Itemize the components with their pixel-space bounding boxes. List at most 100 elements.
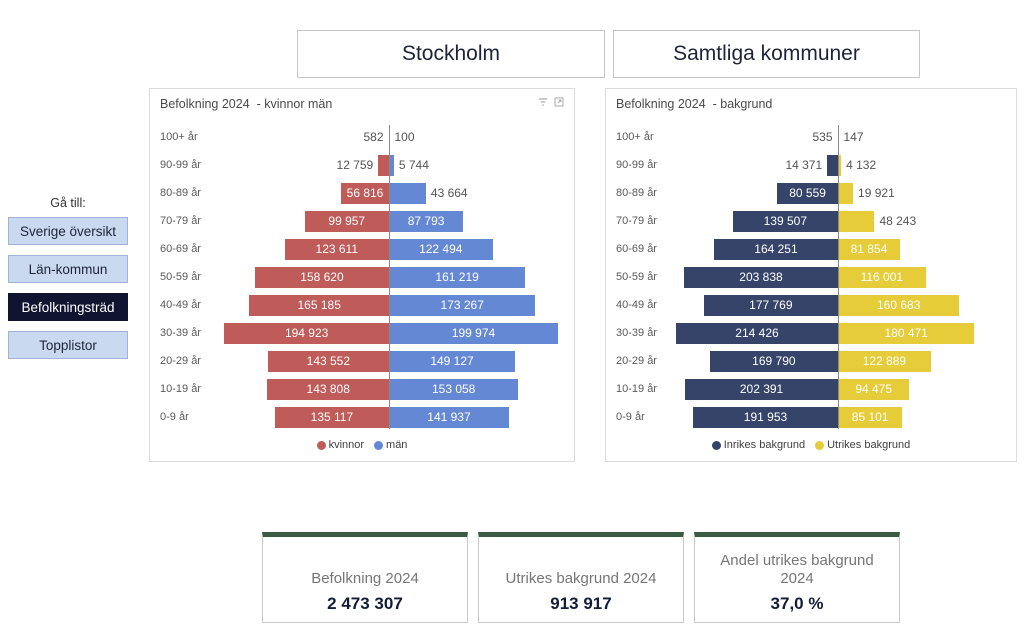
- bar-män[interactable]: 199 974: [389, 322, 558, 344]
- kpi-label: Andel utrikes bakgrund 2024: [720, 551, 874, 588]
- bar-män[interactable]: 87 793: [389, 210, 464, 232]
- nav-button-topplistor[interactable]: Topplistor: [8, 331, 128, 359]
- value-label: 48 243: [879, 214, 917, 228]
- value-label: 139 507: [763, 214, 807, 228]
- nav-label: Gå till:: [50, 196, 86, 210]
- bar-män[interactable]: 122 494: [389, 238, 493, 260]
- bar-inrikes-bakgrund[interactable]: 164 251: [713, 238, 838, 260]
- nav-panel: Gå till: Sverige översikt Län-kommun Bef…: [8, 196, 128, 369]
- population-pyramid-bakgrund: 100+ år 535 147 90-99 år 14 371 4 132 80-89 år…: [616, 123, 1006, 431]
- pyramid-zone-right: 199 974: [389, 319, 564, 347]
- pyramid-zone-left: 143 808: [214, 375, 389, 403]
- chart-legend: kvinnor män: [160, 439, 564, 451]
- age-label: 40-49 år: [160, 299, 201, 311]
- legend-item-utrikes-bakgrund[interactable]: Utrikes bakgrund: [815, 439, 910, 451]
- nav-button-sverige-oversikt[interactable]: Sverige översikt: [8, 217, 128, 245]
- focus-mode-icon[interactable]: [554, 97, 564, 107]
- bar-kvinnor[interactable]: [378, 154, 389, 176]
- bar-kvinnor[interactable]: [388, 126, 389, 148]
- pyramid-zone-left: 139 507: [670, 207, 838, 235]
- pyramid-zone-left: 123 611: [214, 235, 389, 263]
- bar-män[interactable]: 161 219: [389, 266, 526, 288]
- bar-kvinnor[interactable]: 143 808: [267, 378, 389, 400]
- pyramid-zone-right: 43 664: [389, 179, 564, 207]
- bar-kvinnor[interactable]: 123 611: [284, 238, 389, 260]
- value-label: 180 471: [884, 326, 928, 340]
- pyramid-zone-left: 80 559: [670, 179, 838, 207]
- bar-utrikes-bakgrund[interactable]: 180 471: [838, 322, 975, 344]
- nav-button-lan-kommun[interactable]: Län-kommun: [8, 255, 128, 283]
- kpi-value: 913 917: [550, 594, 612, 613]
- pyramid-zone-left: 143 552: [214, 347, 389, 375]
- age-label: 20-29 år: [616, 355, 657, 367]
- bar-utrikes-bakgrund[interactable]: 81 854: [838, 238, 900, 260]
- bar-män[interactable]: 173 267: [389, 294, 536, 316]
- bar-inrikes-bakgrund[interactable]: 214 426: [676, 322, 838, 344]
- pyramid-row: 100+ år 582 100: [160, 123, 564, 151]
- bar-kvinnor[interactable]: 56 816: [340, 182, 389, 204]
- pyramid-zone-right: 4 132: [838, 151, 1006, 179]
- legend-item-män[interactable]: män: [374, 439, 407, 451]
- bar-kvinnor[interactable]: 143 552: [267, 350, 389, 372]
- bar-utrikes-bakgrund[interactable]: [838, 182, 854, 204]
- bar-kvinnor[interactable]: 194 923: [224, 322, 389, 344]
- legend-item-inrikes-bakgrund[interactable]: Inrikes bakgrund: [711, 439, 805, 451]
- bar-män[interactable]: [389, 154, 394, 176]
- value-label: 122 889: [862, 354, 907, 368]
- value-label: 5 744: [398, 158, 429, 172]
- bar-inrikes-bakgrund[interactable]: 191 953: [692, 406, 838, 428]
- nav-button-befolkningstrad[interactable]: Befolkningsträd: [8, 293, 128, 321]
- value-label: 94 475: [855, 382, 893, 396]
- header-button-samtliga-kommuner[interactable]: Samtliga kommuner: [613, 30, 920, 78]
- bar-inrikes-bakgrund[interactable]: 203 838: [684, 266, 838, 288]
- bar-män[interactable]: 141 937: [389, 406, 509, 428]
- legend-dot: [316, 440, 326, 450]
- pyramid-zone-left: 165 185: [214, 291, 389, 319]
- bar-män[interactable]: 149 127: [389, 350, 516, 372]
- header-button-stockholm[interactable]: Stockholm: [297, 30, 605, 78]
- bar-inrikes-bakgrund[interactable]: 80 559: [777, 182, 838, 204]
- bar-kvinnor[interactable]: 158 620: [254, 266, 389, 288]
- value-label: 56 816: [346, 186, 384, 200]
- bar-inrikes-bakgrund[interactable]: 202 391: [685, 378, 838, 400]
- pyramid-zone-left: 191 953: [670, 403, 838, 431]
- age-label: 60-69 år: [616, 243, 657, 255]
- bar-inrikes-bakgrund[interactable]: [827, 154, 838, 176]
- bar-män[interactable]: [389, 182, 426, 204]
- value-label: 80 559: [789, 186, 826, 200]
- bar-utrikes-bakgrund[interactable]: 94 475: [838, 378, 910, 400]
- pyramid-row: 60-69 år 123 611 122 494: [160, 235, 564, 263]
- pyramid-row: 80-89 år 56 816 43 664: [160, 179, 564, 207]
- value-label: 123 611: [315, 242, 359, 256]
- age-label: 20-29 år: [160, 355, 201, 367]
- value-label: 199 974: [451, 326, 496, 340]
- value-label: 85 101: [851, 410, 889, 424]
- legend-dot: [711, 440, 721, 450]
- bar-inrikes-bakgrund[interactable]: [837, 126, 838, 148]
- bar-kvinnor[interactable]: 99 957: [304, 210, 389, 232]
- bar-kvinnor[interactable]: 165 185: [249, 294, 389, 316]
- bar-kvinnor[interactable]: 135 117: [274, 406, 389, 428]
- filter-icon[interactable]: [538, 97, 548, 107]
- pyramid-row: 20-29 år 169 790 122 889: [616, 347, 1006, 375]
- kpi-label: Befolkning 2024: [311, 570, 419, 588]
- bar-inrikes-bakgrund[interactable]: 177 769: [703, 294, 838, 316]
- bar-utrikes-bakgrund[interactable]: [838, 154, 842, 176]
- value-label: 99 957: [328, 214, 366, 228]
- bar-utrikes-bakgrund[interactable]: [838, 210, 875, 232]
- pyramid-row: 50-59 år 158 620 161 219: [160, 263, 564, 291]
- value-label: 116 001: [860, 270, 904, 284]
- chart-title: Befolkning 2024 - bakgrund: [616, 97, 773, 111]
- value-label: 81 854: [850, 242, 888, 256]
- bar-inrikes-bakgrund[interactable]: 169 790: [709, 350, 838, 372]
- bar-utrikes-bakgrund[interactable]: 122 889: [838, 350, 931, 372]
- bar-utrikes-bakgrund[interactable]: 160 683: [838, 294, 960, 316]
- bar-män[interactable]: 153 058: [389, 378, 519, 400]
- value-label: 164 251: [754, 242, 798, 256]
- bar-inrikes-bakgrund[interactable]: 139 507: [732, 210, 838, 232]
- legend-item-kvinnor[interactable]: kvinnor: [316, 439, 364, 451]
- value-label: 122 494: [419, 242, 463, 256]
- bar-utrikes-bakgrund[interactable]: 116 001: [838, 266, 926, 288]
- bar-utrikes-bakgrund[interactable]: 85 101: [838, 406, 903, 428]
